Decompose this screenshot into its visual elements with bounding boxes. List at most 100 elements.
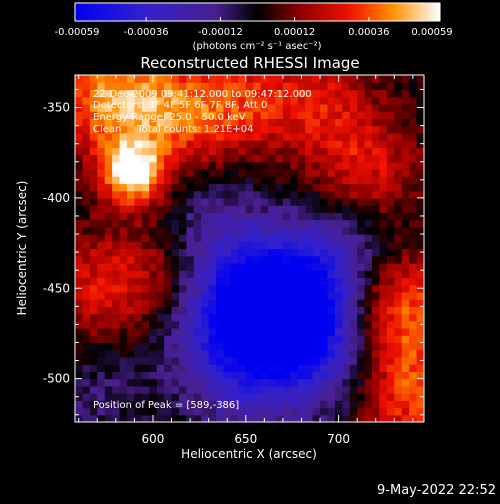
heatmap-cell bbox=[282, 161, 291, 170]
heatmap-cell bbox=[312, 111, 321, 119]
heatmap-cell bbox=[119, 176, 128, 185]
heatmap-cell bbox=[201, 147, 210, 156]
heatmap-cell bbox=[372, 197, 381, 206]
heatmap-cell bbox=[282, 226, 291, 235]
colorbar bbox=[74, 2, 441, 22]
heatmap-cell bbox=[164, 313, 173, 322]
heatmap-cell bbox=[260, 183, 269, 192]
heatmap-cell bbox=[372, 234, 381, 242]
heatmap-cell bbox=[164, 255, 173, 264]
heatmap-cell bbox=[349, 277, 358, 286]
heatmap-cell bbox=[334, 125, 343, 134]
heatmap-cell bbox=[260, 393, 269, 401]
heatmap-cell bbox=[164, 132, 173, 141]
heatmap-cell bbox=[156, 205, 165, 213]
heatmap-cell bbox=[305, 364, 314, 372]
heatmap-cell bbox=[164, 284, 173, 293]
heatmap-cell bbox=[89, 96, 98, 105]
heatmap-cell bbox=[208, 234, 217, 242]
heatmap-cell bbox=[334, 356, 343, 365]
heatmap-cell bbox=[104, 291, 113, 300]
heatmap-cell bbox=[149, 342, 158, 351]
heatmap-cell bbox=[372, 371, 381, 380]
heatmap-cell bbox=[357, 248, 366, 257]
heatmap-cell bbox=[208, 89, 217, 98]
heatmap-cell bbox=[394, 118, 403, 127]
heatmap-cell bbox=[349, 140, 358, 148]
heatmap-cell bbox=[164, 270, 173, 279]
heatmap-cell bbox=[327, 125, 336, 134]
heatmap-cell bbox=[141, 270, 150, 279]
heatmap-cell bbox=[260, 234, 269, 242]
heatmap-cell bbox=[97, 132, 106, 141]
heatmap-cell bbox=[208, 82, 217, 91]
heatmap-cell bbox=[134, 212, 143, 221]
heatmap-cell bbox=[223, 161, 232, 170]
heatmap-cell bbox=[208, 219, 217, 228]
heatmap-cell bbox=[126, 378, 136, 387]
heatmap-cell bbox=[230, 154, 239, 163]
heatmap-cell bbox=[401, 400, 410, 409]
heatmap-cell bbox=[216, 364, 225, 372]
heatmap-cell bbox=[223, 284, 232, 293]
heatmap-cell bbox=[386, 226, 395, 235]
heatmap-cell bbox=[320, 407, 329, 416]
heatmap-cell bbox=[334, 313, 343, 322]
heatmap-cell bbox=[171, 241, 180, 250]
heatmap-cell bbox=[320, 393, 329, 401]
heatmap-cell bbox=[275, 161, 284, 170]
heatmap-cell bbox=[126, 118, 136, 127]
heatmap-cell bbox=[245, 364, 254, 372]
heatmap-cell bbox=[164, 103, 173, 112]
heatmap-cell bbox=[126, 371, 136, 380]
heatmap-cell bbox=[297, 270, 306, 279]
heatmap-cell bbox=[245, 205, 254, 213]
heatmap-cell bbox=[372, 147, 381, 156]
heatmap-cell bbox=[312, 349, 321, 358]
heatmap-cell bbox=[171, 118, 180, 127]
heatmap-cell bbox=[349, 168, 358, 177]
heatmap-cell bbox=[75, 270, 84, 279]
heatmap-cell bbox=[290, 140, 299, 148]
heatmap-cell bbox=[216, 349, 225, 358]
heatmap-cell bbox=[201, 320, 210, 329]
heatmap-cell bbox=[208, 270, 217, 279]
heatmap-cell bbox=[141, 89, 150, 98]
heatmap-cell bbox=[372, 349, 381, 358]
heatmap-cell bbox=[134, 248, 143, 257]
heatmap-cell bbox=[253, 75, 262, 83]
heatmap-cell bbox=[290, 262, 299, 271]
heatmap-cell bbox=[245, 168, 254, 177]
heatmap-cell bbox=[216, 248, 225, 257]
heatmap-cell bbox=[379, 378, 388, 387]
heatmap-cell bbox=[223, 212, 232, 221]
heatmap-cell bbox=[394, 140, 403, 148]
heatmap-cell bbox=[119, 284, 128, 293]
heatmap-cell bbox=[238, 168, 247, 177]
heatmap-cell bbox=[364, 111, 373, 119]
heatmap-cell bbox=[89, 277, 98, 286]
heatmap-cell bbox=[275, 241, 284, 250]
heatmap-cell bbox=[394, 320, 403, 329]
heatmap-cell bbox=[245, 291, 254, 300]
heatmap-cell bbox=[119, 103, 128, 112]
heatmap-cell bbox=[253, 328, 262, 336]
heatmap-cell bbox=[364, 89, 373, 98]
heatmap-cell bbox=[201, 328, 210, 336]
colorbar-tick-label: 0.00059 bbox=[411, 27, 452, 38]
heatmap-cell bbox=[268, 89, 277, 98]
heatmap-cell bbox=[141, 400, 150, 409]
heatmap-cell bbox=[89, 335, 98, 344]
heatmap-cell bbox=[364, 407, 373, 416]
heatmap-cell bbox=[349, 125, 358, 134]
heatmap-cell bbox=[290, 183, 299, 192]
heatmap-cell bbox=[149, 248, 158, 257]
heatmap-cell bbox=[379, 89, 388, 98]
heatmap-cell bbox=[379, 335, 388, 344]
heatmap-cell bbox=[320, 147, 329, 156]
heatmap-cell bbox=[112, 147, 121, 156]
heatmap-cell bbox=[193, 378, 202, 387]
heatmap-cell bbox=[372, 140, 381, 148]
heatmap-cell bbox=[119, 385, 128, 394]
heatmap-cell bbox=[186, 364, 195, 372]
